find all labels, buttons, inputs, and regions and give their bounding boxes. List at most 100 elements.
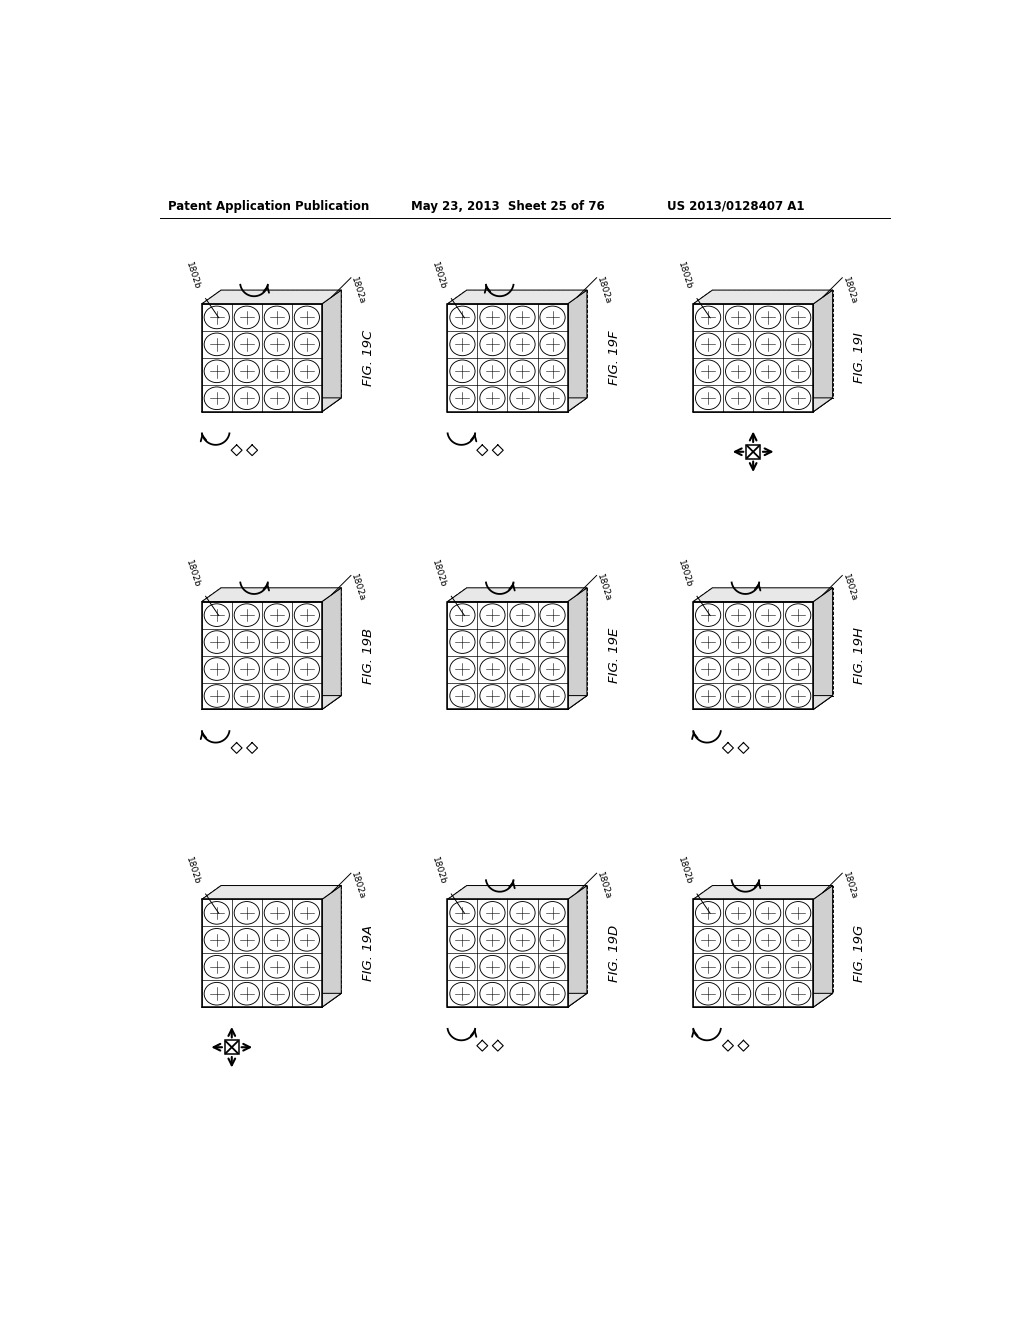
Ellipse shape — [510, 982, 536, 1005]
Ellipse shape — [540, 928, 565, 952]
Ellipse shape — [785, 956, 811, 978]
Ellipse shape — [204, 387, 229, 409]
Text: FIG. 19E: FIG. 19E — [607, 628, 621, 684]
Ellipse shape — [480, 982, 505, 1005]
Ellipse shape — [726, 603, 751, 627]
Ellipse shape — [264, 928, 290, 952]
Ellipse shape — [756, 631, 780, 653]
Ellipse shape — [695, 631, 721, 653]
Polygon shape — [693, 304, 813, 412]
Polygon shape — [693, 397, 833, 412]
Polygon shape — [693, 602, 813, 709]
Polygon shape — [567, 886, 587, 1007]
Ellipse shape — [480, 928, 505, 952]
Ellipse shape — [234, 902, 259, 924]
Ellipse shape — [450, 982, 475, 1005]
Ellipse shape — [294, 956, 319, 978]
Polygon shape — [567, 290, 587, 412]
Text: 1802b: 1802b — [676, 857, 693, 886]
Ellipse shape — [510, 387, 536, 409]
Ellipse shape — [480, 603, 505, 627]
Ellipse shape — [510, 928, 536, 952]
Ellipse shape — [234, 982, 259, 1005]
Ellipse shape — [695, 387, 721, 409]
Ellipse shape — [450, 657, 475, 680]
Ellipse shape — [294, 387, 319, 409]
Text: 1802a: 1802a — [349, 276, 367, 305]
Ellipse shape — [510, 956, 536, 978]
Ellipse shape — [726, 685, 751, 708]
Ellipse shape — [695, 956, 721, 978]
Ellipse shape — [756, 306, 780, 329]
Ellipse shape — [264, 902, 290, 924]
Ellipse shape — [264, 387, 290, 409]
Text: Patent Application Publication: Patent Application Publication — [168, 199, 370, 213]
Ellipse shape — [785, 333, 811, 355]
Ellipse shape — [695, 685, 721, 708]
Ellipse shape — [756, 956, 780, 978]
Polygon shape — [447, 886, 587, 899]
Ellipse shape — [756, 657, 780, 680]
Ellipse shape — [756, 902, 780, 924]
Ellipse shape — [695, 902, 721, 924]
Ellipse shape — [695, 603, 721, 627]
Polygon shape — [447, 587, 587, 602]
Ellipse shape — [480, 657, 505, 680]
Ellipse shape — [234, 631, 259, 653]
Ellipse shape — [785, 685, 811, 708]
Ellipse shape — [450, 685, 475, 708]
Text: 1802b: 1802b — [184, 558, 202, 589]
Text: FIG. 19A: FIG. 19A — [361, 925, 375, 981]
Ellipse shape — [450, 387, 475, 409]
Ellipse shape — [726, 657, 751, 680]
Ellipse shape — [204, 956, 229, 978]
Ellipse shape — [450, 928, 475, 952]
Ellipse shape — [450, 306, 475, 329]
Ellipse shape — [294, 685, 319, 708]
Ellipse shape — [480, 387, 505, 409]
Ellipse shape — [450, 902, 475, 924]
Ellipse shape — [204, 360, 229, 383]
Ellipse shape — [695, 657, 721, 680]
Ellipse shape — [510, 657, 536, 680]
Ellipse shape — [294, 603, 319, 627]
Ellipse shape — [264, 657, 290, 680]
Ellipse shape — [234, 956, 259, 978]
Text: 1802b: 1802b — [184, 857, 202, 886]
Ellipse shape — [726, 333, 751, 355]
Text: FIG. 19B: FIG. 19B — [361, 627, 375, 684]
Text: 1802a: 1802a — [349, 573, 367, 603]
Polygon shape — [202, 290, 341, 304]
Ellipse shape — [756, 603, 780, 627]
Ellipse shape — [726, 928, 751, 952]
Ellipse shape — [695, 928, 721, 952]
Text: 1802b: 1802b — [676, 261, 693, 290]
Polygon shape — [202, 602, 322, 709]
Polygon shape — [693, 290, 833, 304]
Ellipse shape — [264, 685, 290, 708]
Polygon shape — [447, 696, 587, 709]
Ellipse shape — [234, 387, 259, 409]
Ellipse shape — [294, 306, 319, 329]
Ellipse shape — [726, 956, 751, 978]
Ellipse shape — [294, 631, 319, 653]
Ellipse shape — [695, 982, 721, 1005]
Ellipse shape — [510, 603, 536, 627]
Ellipse shape — [204, 306, 229, 329]
Ellipse shape — [785, 603, 811, 627]
Ellipse shape — [540, 685, 565, 708]
Ellipse shape — [264, 306, 290, 329]
Ellipse shape — [294, 982, 319, 1005]
Ellipse shape — [540, 631, 565, 653]
Ellipse shape — [294, 902, 319, 924]
Ellipse shape — [264, 360, 290, 383]
Text: FIG. 19G: FIG. 19G — [853, 925, 866, 982]
Text: US 2013/0128407 A1: US 2013/0128407 A1 — [667, 199, 804, 213]
Polygon shape — [202, 899, 322, 1007]
Ellipse shape — [480, 902, 505, 924]
Ellipse shape — [264, 631, 290, 653]
Text: May 23, 2013  Sheet 25 of 76: May 23, 2013 Sheet 25 of 76 — [411, 199, 604, 213]
Polygon shape — [693, 696, 833, 709]
Polygon shape — [447, 994, 587, 1007]
Text: 1802b: 1802b — [430, 558, 447, 589]
